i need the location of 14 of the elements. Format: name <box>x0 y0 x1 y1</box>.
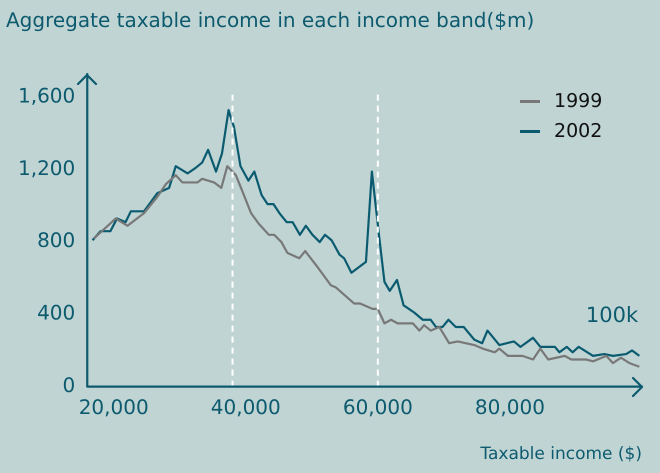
chart-title: Aggregate taxable income in each income band($m) <box>6 8 534 32</box>
y-tick-label: 1,200 <box>18 156 76 180</box>
x-tick-label: 20,000 <box>78 394 149 419</box>
annotation: 100k <box>586 303 639 328</box>
x-tick-label: 60,000 <box>342 394 413 419</box>
x-tick-label: 40,000 <box>210 394 281 419</box>
y-tick-label: 800 <box>37 228 76 252</box>
y-tick-label: 0 <box>62 372 76 397</box>
y-tick-label: 400 <box>37 300 76 325</box>
y-tick-label: 1,600 <box>18 84 76 108</box>
x-axis-title: Taxable income ($) <box>479 444 642 464</box>
legend-label: 2002 <box>554 120 602 142</box>
x-tick-label: 80,000 <box>474 394 545 419</box>
legend-label: 1999 <box>554 90 602 112</box>
